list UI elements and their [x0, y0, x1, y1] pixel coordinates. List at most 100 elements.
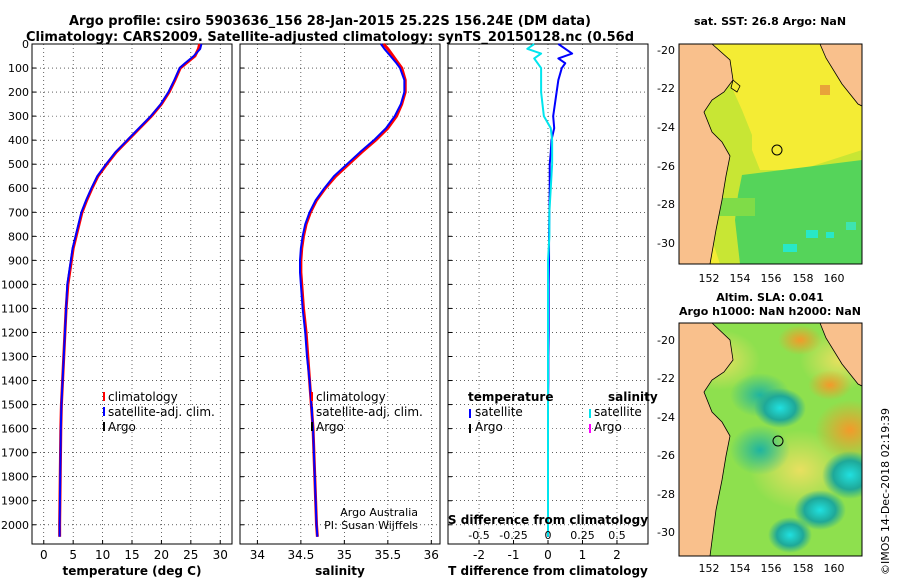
- temperature-legend-label: climatology: [108, 390, 178, 404]
- map-lon-tick-label: 160: [824, 562, 845, 575]
- temperature-xtick-label: 30: [213, 548, 228, 562]
- map-lat-tick-label: -26: [657, 449, 675, 462]
- depth-tick-label: 600: [8, 182, 29, 195]
- temperature-series-line: [58, 43, 203, 537]
- australia-land: [679, 44, 734, 264]
- map-lat-tick-label: -30: [657, 237, 675, 250]
- float-position-marker: [771, 144, 783, 156]
- depth-tick-label: 1600: [1, 423, 29, 436]
- diff-legend-label: Argo: [594, 420, 622, 434]
- sst-patch: [846, 222, 856, 230]
- map-lat-tick-label: -26: [657, 160, 675, 173]
- depth-tick-label: 800: [8, 230, 29, 243]
- depth-tick-label: 1700: [1, 447, 29, 460]
- sla-map-title-line1: Altim. SLA: 0.041: [716, 291, 823, 304]
- depth-tick-label: 0: [22, 38, 29, 51]
- diff-legend-label: satellite: [594, 405, 642, 419]
- diff-legend-label: satellite: [475, 405, 523, 419]
- depth-tick-label: 400: [8, 134, 29, 147]
- australia-land: [679, 323, 734, 556]
- diff-s-tick-label: -0.5: [468, 529, 489, 542]
- temperature-xlabel: temperature (deg C): [63, 564, 202, 578]
- temperature-xtick-label: 5: [69, 548, 77, 562]
- depth-tick-label: 2000: [1, 519, 29, 532]
- salinity-annotation: PI: Susan Wijffels: [324, 519, 418, 532]
- salinity-legend-label: satellite-adj. clim.: [316, 405, 423, 419]
- map-lon-tick-label: 152: [699, 272, 720, 285]
- depth-tick-label: 100: [8, 62, 29, 75]
- temperature-legend-label: Argo: [108, 420, 136, 434]
- figure-title-line1: Argo profile: csiro 5903636_156 28-Jan-2…: [69, 14, 591, 29]
- sst-patch: [783, 244, 797, 252]
- depth-tick-label: 1300: [1, 351, 29, 364]
- map-lon-tick-label: 152: [699, 562, 720, 575]
- salinity-xtick-label: 34: [250, 548, 265, 562]
- sst-patch: [806, 230, 818, 238]
- new-caledonia-land: [819, 323, 862, 387]
- difference-xtick-label: 1: [579, 548, 587, 562]
- sla-map: [679, 323, 862, 556]
- map-lat-tick-label: -28: [657, 198, 675, 211]
- depth-tick-label: 1200: [1, 326, 29, 339]
- map-lon-tick-label: 160: [824, 272, 845, 285]
- salinity-series-line: [299, 43, 406, 537]
- temperature-xtick-label: 20: [154, 548, 169, 562]
- map-lat-tick-label: -22: [657, 82, 675, 95]
- depth-tick-label: 900: [8, 254, 29, 267]
- sst-map-frame: [678, 43, 863, 265]
- depth-tick-label: 300: [8, 110, 29, 123]
- map-lat-tick-label: -20: [657, 334, 675, 347]
- salinity-frame: [239, 43, 441, 545]
- panel-difference: -2 -1 0 1 2 T difference from climatology temp…: [447, 43, 658, 578]
- panel-temperature: 0 5 10 15 20 25 300100200300400500600700800900…: [1, 38, 233, 578]
- salinity-legend-label: climatology: [316, 390, 386, 404]
- depth-tick-label: 500: [8, 158, 29, 171]
- diff-legend-title-right: salinity: [608, 390, 658, 404]
- map-lat-tick-label: -30: [657, 526, 675, 539]
- depth-tick-label: 200: [8, 86, 29, 99]
- map-lon-tick-label: 154: [730, 272, 751, 285]
- depth-tick-label: 1000: [1, 278, 29, 291]
- map-lon-tick-label: 156: [761, 272, 782, 285]
- difference-xtick-label: -1: [508, 548, 520, 562]
- depth-tick-label: 700: [8, 206, 29, 219]
- imos-credit: ©IMOS 14-Dec-2018 02:19:39: [879, 408, 892, 575]
- float-position-marker: [772, 435, 784, 447]
- sst-patch: [820, 85, 830, 95]
- difference-series-line: [526, 43, 554, 537]
- map-lon-tick-label: 154: [730, 562, 751, 575]
- new-caledonia-land: [819, 44, 862, 107]
- diff-s-tick-label: 0.5: [608, 529, 626, 542]
- depth-tick-label: 1900: [1, 495, 29, 508]
- temperature-xtick-label: 10: [95, 548, 110, 562]
- sst-patch: [826, 232, 834, 238]
- depth-tick-label: 1100: [1, 302, 29, 315]
- diff-s-tick-label: 0: [545, 529, 552, 542]
- temperature-xtick-label: 25: [183, 548, 198, 562]
- diff-legend-title-left: temperature: [468, 390, 553, 404]
- difference-xtick-label: 0: [544, 548, 552, 562]
- map-lat-tick-label: -24: [657, 411, 675, 424]
- salinity-xtick-label: 36: [424, 548, 439, 562]
- depth-tick-label: 1500: [1, 399, 29, 412]
- depth-tick-label: 1800: [1, 471, 29, 484]
- map-lon-tick-label: 158: [793, 272, 814, 285]
- temperature-xtick-label: 15: [124, 548, 139, 562]
- map-lat-tick-label: -24: [657, 121, 675, 134]
- sst-map-title: sat. SST: 26.8 Argo: NaN: [694, 15, 846, 28]
- salinity-annotation: Argo Australia: [340, 506, 418, 519]
- panel-salinity: 34 34.5 35 35.5 36 salinity climatologysatelli…: [239, 42, 441, 578]
- salinity-xtick-label: 34.5: [288, 548, 315, 562]
- temperature-legend-label: satellite-adj. clim.: [108, 405, 215, 419]
- salinity-xlabel: salinity: [315, 564, 365, 578]
- sla-map-title-line2: Argo h1000: NaN h2000: NaN: [679, 305, 861, 318]
- map-lat-tick-label: -20: [657, 44, 675, 57]
- diff-s-axis-label: S difference from climatology: [448, 513, 648, 527]
- difference-xtick-label: -2: [473, 548, 485, 562]
- sla-map-frame: [678, 322, 863, 557]
- diff-s-tick-label: -0.25: [499, 529, 527, 542]
- map-lat-tick-label: -22: [657, 372, 675, 385]
- map-lon-tick-label: 156: [761, 562, 782, 575]
- temperature-xtick-label: 0: [40, 548, 48, 562]
